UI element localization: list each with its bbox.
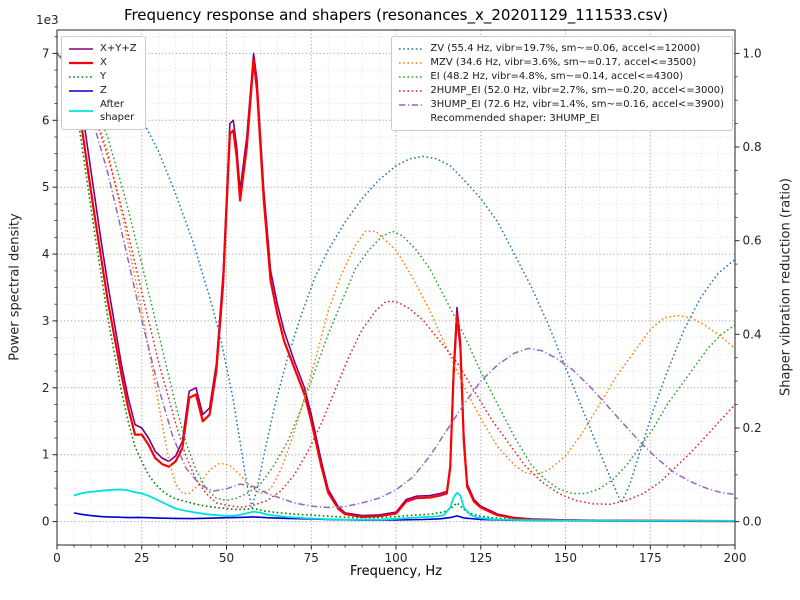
legend-item: After shaper: [68, 98, 137, 124]
legend-item-label: Y: [100, 71, 107, 82]
legend-psd-items: X+Y+Z X Y Z After shaper: [68, 42, 137, 124]
y-axis-label-right: Shaper vibration reduction (ratio): [778, 178, 794, 396]
series-line-x: [72, 59, 735, 523]
legend-line-sample: [69, 47, 93, 50]
legend-line-sample: [399, 89, 424, 92]
legend-shapers: ZV (55.4 Hz, vibr=19.7%, sm~=0.06, accel…: [391, 36, 733, 131]
legend-item: EI (48.2 Hz, vibr=4.8%, sm~=0.14, accel<…: [398, 70, 724, 83]
series-line-mzv: [57, 52, 735, 495]
legend-line-sample: [69, 110, 93, 112]
svg-text:175: 175: [639, 551, 662, 565]
series-line-2hump_ei: [57, 52, 735, 509]
legend-line-sample: [399, 103, 424, 106]
legend-item: 2HUMP_EI (52.0 Hz, vibr=2.7%, sm~=0.20, …: [398, 84, 724, 97]
legend-line-sample: [69, 75, 93, 78]
legend-line-sample: [69, 89, 93, 92]
svg-text:75: 75: [304, 551, 319, 565]
svg-text:4: 4: [42, 247, 50, 261]
svg-text:0.2: 0.2: [743, 421, 762, 435]
svg-text:5: 5: [42, 180, 50, 194]
chart-title: Frequency response and shapers (resonanc…: [123, 6, 669, 24]
legend-item-label: 2HUMP_EI (52.0 Hz, vibr=2.7%, sm~=0.20, …: [430, 85, 724, 96]
legend-footer-row: Recommended shaper: 3HUMP_EI: [398, 112, 724, 125]
legend-item-label: X: [100, 57, 107, 68]
legend-line-sample: [399, 61, 424, 64]
series-line-3hump_ei: [57, 52, 735, 509]
legend-item: ZV (55.4 Hz, vibr=19.7%, sm~=0.06, accel…: [398, 42, 724, 55]
legend-item-label: Z: [100, 85, 107, 96]
legend-item-label: X+Y+Z: [100, 43, 137, 54]
legend-item: X: [68, 56, 137, 69]
legend-psd: X+Y+Z X Y Z After shaper: [61, 36, 146, 130]
svg-text:150: 150: [554, 551, 577, 565]
legend-item: Y: [68, 70, 137, 83]
legend-shapers-items: ZV (55.4 Hz, vibr=19.7%, sm~=0.06, accel…: [398, 42, 724, 111]
legend-line-sample: [399, 75, 424, 78]
svg-text:0.4: 0.4: [743, 327, 762, 341]
legend-item: X+Y+Z: [68, 42, 137, 55]
axes-spines: [56, 29, 736, 546]
svg-text:125: 125: [469, 551, 492, 565]
svg-text:100: 100: [385, 551, 408, 565]
legend-item-label: EI (48.2 Hz, vibr=4.8%, sm~=0.14, accel<…: [430, 71, 684, 82]
legend-item: Z: [68, 84, 137, 97]
svg-text:6: 6: [42, 113, 50, 127]
svg-text:1: 1: [42, 448, 50, 462]
svg-text:7: 7: [42, 46, 50, 60]
recommended-shaper-text: Recommended shaper: 3HUMP_EI: [430, 113, 600, 124]
legend-item: MZV (34.6 Hz, vibr=3.6%, sm~=0.17, accel…: [398, 56, 724, 69]
legend-item: 3HUMP_EI (72.6 Hz, vibr=1.4%, sm~=0.16, …: [398, 98, 724, 111]
legend-item-label: ZV (55.4 Hz, vibr=19.7%, sm~=0.06, accel…: [430, 43, 701, 54]
svg-text:1.0: 1.0: [743, 46, 762, 60]
svg-text:0: 0: [42, 515, 50, 529]
legend-item-label: 3HUMP_EI (72.6 Hz, vibr=1.4%, sm~=0.16, …: [430, 99, 724, 110]
series-line-zv: [57, 52, 735, 509]
x-axis-label: Frequency, Hz: [349, 564, 443, 579]
legend-line-sample: [69, 61, 93, 64]
y-axis-offset-text: 1e3: [36, 13, 59, 27]
svg-text:0.6: 0.6: [743, 234, 762, 248]
svg-text:25: 25: [134, 551, 149, 565]
legend-item-label: After shaper: [100, 99, 135, 123]
legend-item-label: MZV (34.6 Hz, vibr=3.6%, sm~=0.17, accel…: [430, 57, 697, 68]
svg-text:0.8: 0.8: [743, 140, 762, 154]
svg-text:2: 2: [42, 381, 50, 395]
y-axis-label-left: Power spectral density: [7, 213, 23, 361]
series-line-after-shaper: [73, 488, 735, 522]
svg-text:50: 50: [219, 551, 234, 565]
svg-text:0: 0: [53, 551, 61, 565]
legend-line-sample: [399, 47, 424, 50]
svg-text:0.0: 0.0: [743, 515, 762, 529]
series-line-ei: [57, 52, 735, 502]
svg-text:3: 3: [42, 314, 50, 328]
svg-text:200: 200: [724, 551, 747, 565]
